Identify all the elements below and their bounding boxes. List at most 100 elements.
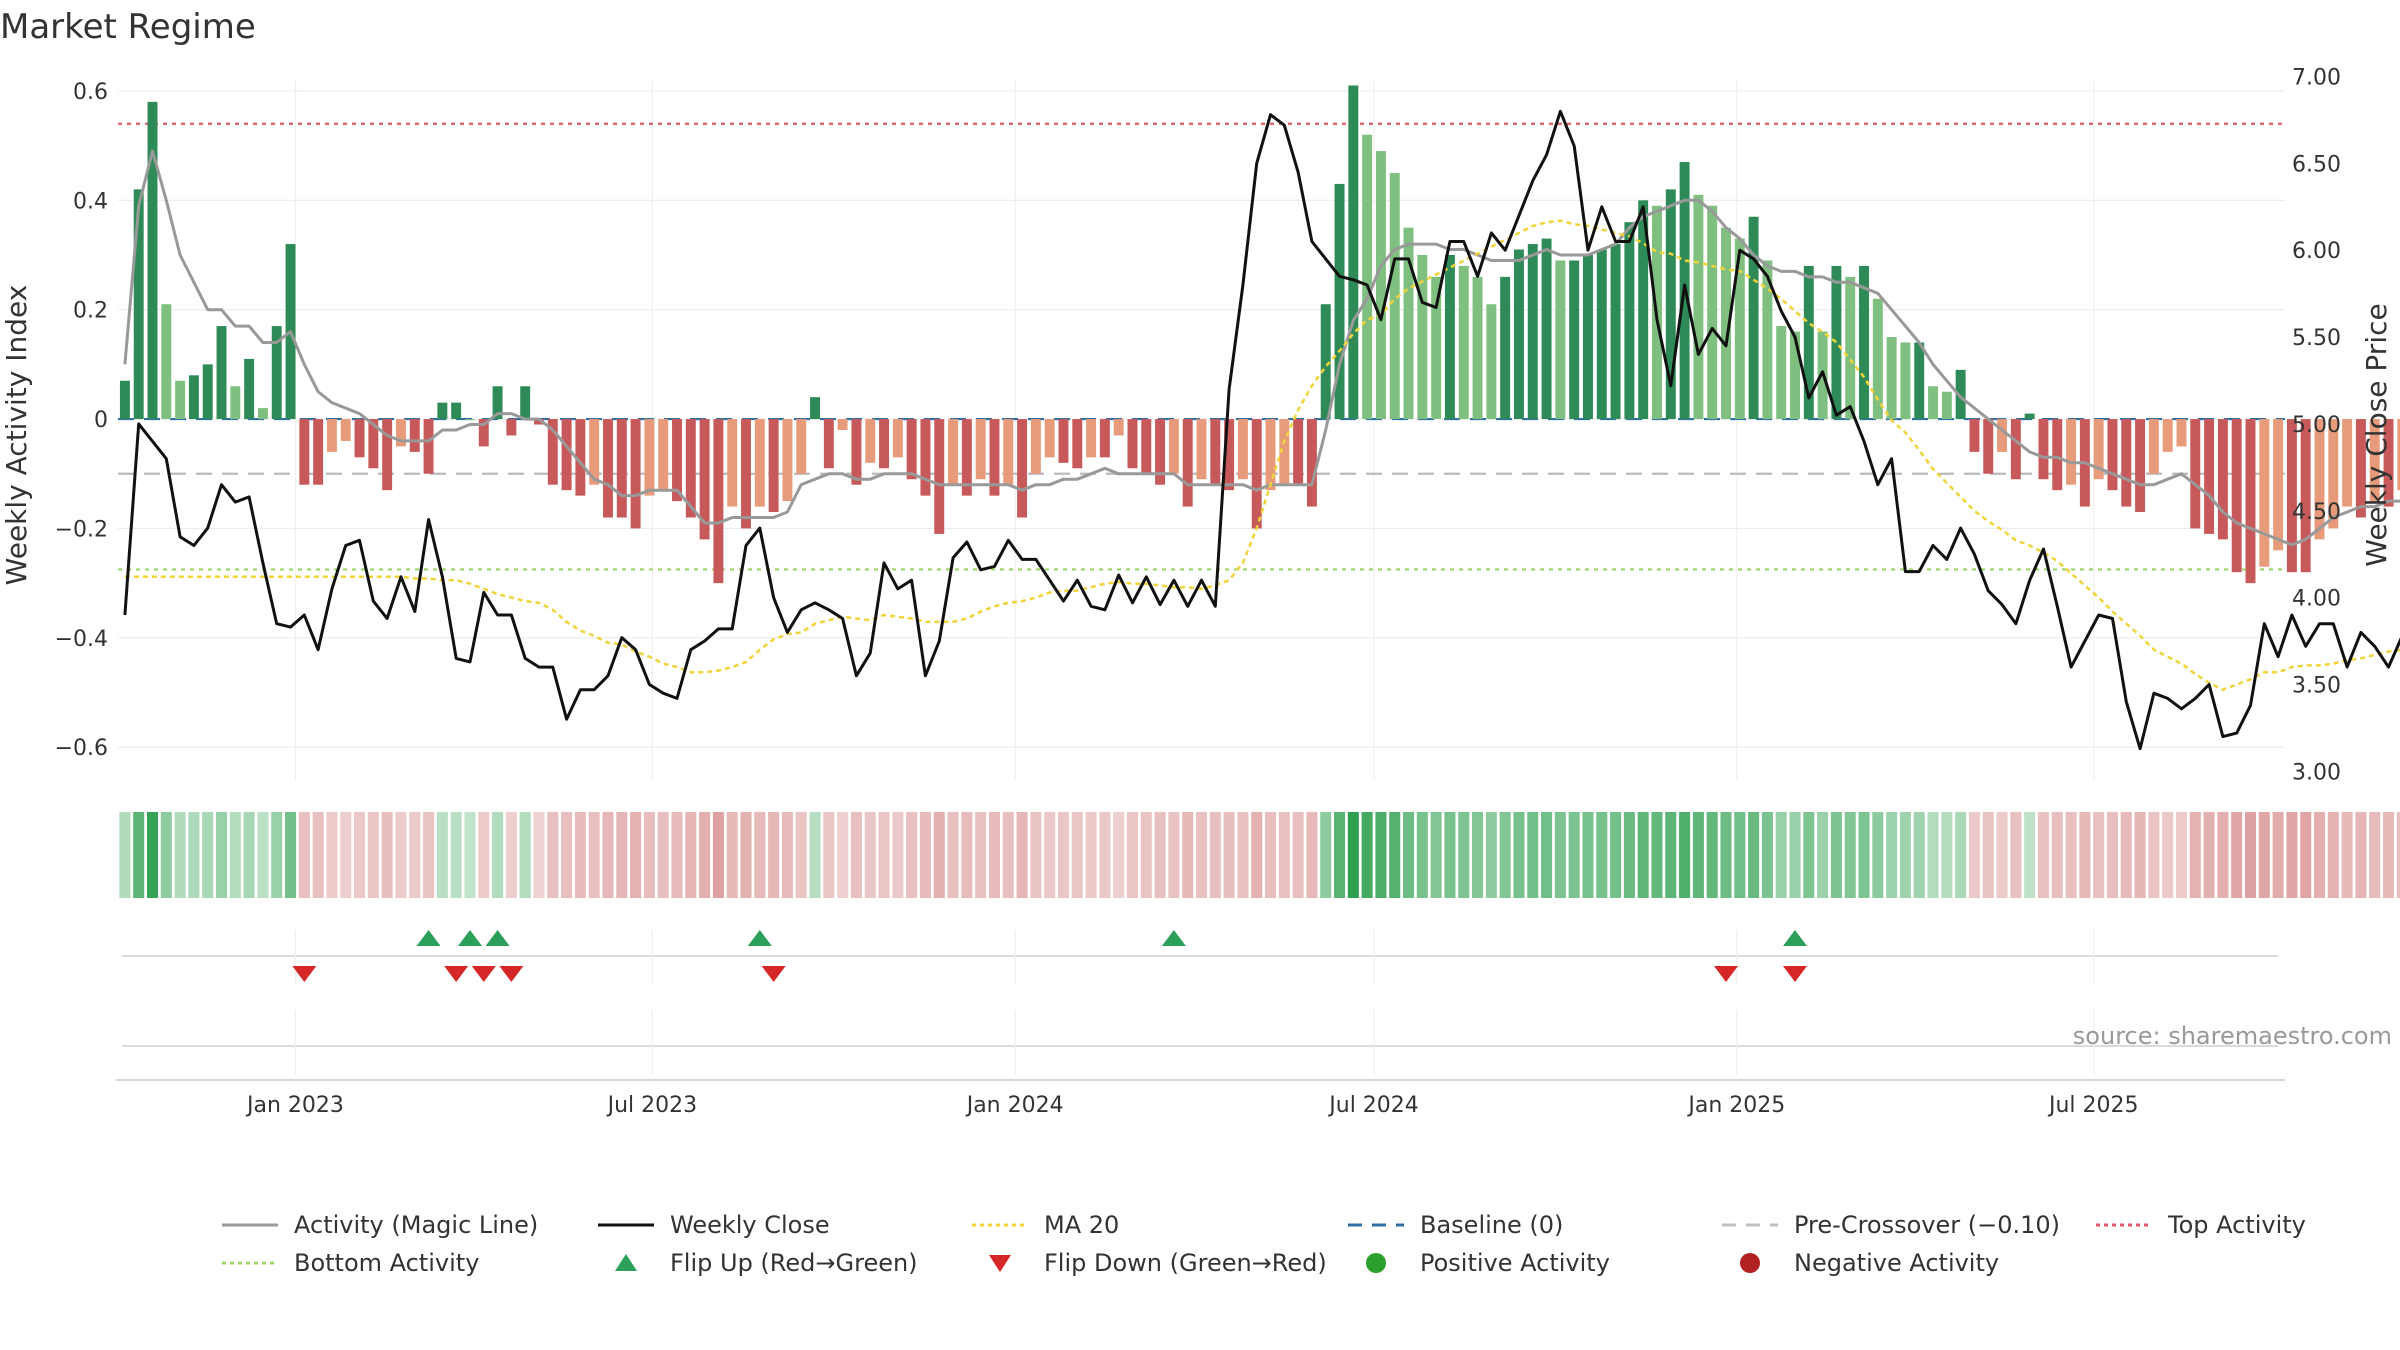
regime-strip-cell [1264,812,1277,898]
regime-strip-cell [1610,812,1622,898]
regime-strip-cell [464,812,476,898]
activity-bar [257,408,268,420]
activity-bar [699,419,710,540]
activity-bar [1734,238,1745,420]
activity-bar [754,419,765,507]
legend-swatch-triangle-down [989,1255,1011,1272]
regime-strip-cell [1720,812,1732,898]
regime-strip-cell [823,812,835,898]
activity-bar [796,419,807,474]
regime-strip-cell [2189,812,2201,898]
activity-bar [1141,419,1152,474]
activity-bar [1500,276,1511,420]
regime-strip-cell [1513,812,1525,898]
regime-strip-cell [1485,812,1497,898]
activity-bar [382,419,393,491]
legend-label: Negative Activity [1794,1249,1999,1277]
activity-bar [1375,151,1386,420]
activity-bar [1776,326,1787,420]
y2-axis-title: Weekly Close Price [2360,303,2393,566]
activity-bar [1914,342,1925,420]
regime-strip-cell [2093,812,2105,898]
regime-strip-cell [1872,812,1884,898]
activity-bar [188,375,199,420]
activity-bar [782,419,793,502]
activity-bar [1293,419,1304,485]
activity-bar [2121,419,2132,507]
regime-strip-cell [2300,812,2312,898]
regime-strip-cell [367,812,379,898]
regime-strip-cell [1596,812,1608,898]
activity-bar [1155,419,1166,485]
regime-strip-cell [1403,812,1415,898]
regime-strip-cell [975,812,987,898]
activity-bar [1596,249,1607,420]
regime-strip-cell [2162,812,2174,898]
activity-bar [906,419,917,480]
regime-strip-cell [1748,812,1760,898]
activity-bar [133,189,144,420]
activity-bar [534,419,544,425]
regime-strip-cell [409,812,421,898]
x-tick-label: Jan 2024 [965,1093,1064,1118]
activity-bar [1265,419,1276,491]
regime-strip-cell [1099,812,1111,898]
regime-strip-cell [215,812,228,898]
activity-bar [354,419,365,458]
flip-up-marker [747,930,772,946]
activity-bar [1306,419,1317,507]
empty-marker-panel [122,1010,2278,1075]
regime-strip-cell [133,812,145,898]
regime-strip-cell [643,812,655,898]
legend-swatch-dot [1740,1253,1760,1273]
activity-bar [1182,419,1193,507]
activity-bar [975,419,986,480]
activity-bar [340,419,351,441]
activity-bar [630,419,641,529]
activity-bar [934,419,945,534]
regime-strip-cell [1209,812,1221,898]
regime-strip-cell [574,812,586,898]
regime-strip-cell [2327,812,2339,898]
activity-bar [313,419,324,485]
activity-bar [1362,134,1373,420]
flip-down-marker [1783,966,1808,982]
activity-bar [1251,419,1262,529]
flip-up-marker [1783,930,1808,946]
regime-strip-cell [450,812,462,898]
regime-strip-cell [2272,812,2284,898]
activity-bar [2107,419,2118,491]
activity-bar [547,419,558,485]
regime-strip-cell [1527,812,1539,898]
regime-strip-cell [1320,812,1332,898]
activity-bar [216,326,227,420]
activity-bar [299,419,310,485]
legend-item: Weekly Close [598,1211,830,1239]
regime-strip-cell [1499,812,1511,898]
regime-strip-cell [1651,812,1663,898]
activity-bar [644,419,655,496]
activity-bar [1417,255,1428,420]
regime-strip-cell [1085,812,1097,898]
activity-bar [119,380,130,420]
x-tick-label: Jul 2025 [2047,1093,2139,1118]
activity-bar [1237,419,1248,480]
regime-strip-cell [1306,812,1318,898]
regime-strip-cell [1706,812,1718,898]
activity-bar [837,419,848,430]
activity-bar [368,419,379,469]
activity-bar [506,419,517,436]
regime-strip-cell [768,812,780,898]
activity-bar [1086,419,1097,458]
regime-strip-cell [795,812,807,898]
regime-strip-cell [1472,812,1484,898]
regime-strip-cell [1002,812,1014,898]
regime-strip-cell [381,812,393,898]
legend-item: Negative Activity [1740,1249,1999,1277]
regime-strip-cell [1278,812,1290,898]
activity-bar [1665,189,1676,420]
source-credit: source: sharemaestro.com [2073,1022,2392,1050]
activity-bar [1444,255,1455,420]
activity-bar [2024,413,2035,420]
activity-bar [492,386,503,420]
